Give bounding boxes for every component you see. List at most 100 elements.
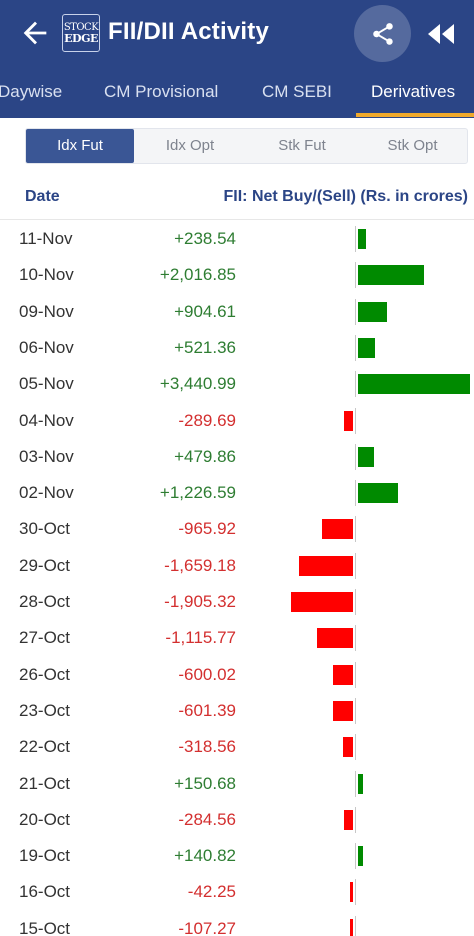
- row-date: 27-Oct: [19, 628, 71, 648]
- negative-bar: [343, 410, 353, 431]
- logo-line-2: EDGE: [64, 31, 98, 45]
- row-value: -289.69: [178, 410, 236, 430]
- bar-axis: [355, 879, 356, 906]
- table-row: 10-Nov +2,016.85: [0, 256, 474, 292]
- row-value: +3,440.99: [159, 374, 236, 394]
- row-value: +150.68: [174, 773, 236, 793]
- share-icon: [372, 22, 393, 45]
- table-row: 21-Oct +150.68: [0, 765, 474, 801]
- page-title: FII/DII Activity: [108, 18, 270, 45]
- negative-bar: [298, 555, 353, 576]
- table-row: 04-Nov -289.69: [0, 402, 474, 438]
- instrument-selector: Idx Fut Idx Opt Stk Fut Stk Opt: [25, 128, 468, 164]
- bar-axis: [355, 806, 356, 833]
- row-value: +479.86: [174, 446, 236, 466]
- row-date: 15-Oct: [19, 918, 71, 936]
- table-row: 23-Oct -601.39: [0, 692, 474, 728]
- bar-axis: [355, 298, 356, 325]
- row-date: 19-Oct: [19, 846, 71, 866]
- negative-bar: [343, 809, 353, 830]
- positive-bar: [358, 483, 398, 504]
- app-bar: STOCK EDGE FII/DII Activity Daywise CM P…: [0, 0, 474, 118]
- table-row: 02-Nov +1,226.59: [0, 474, 474, 510]
- positive-bar: [358, 446, 374, 467]
- row-date: 09-Nov: [19, 301, 74, 321]
- negative-bar: [333, 664, 353, 685]
- positive-bar: [358, 337, 375, 358]
- row-date: 23-Oct: [19, 700, 71, 720]
- row-value: -965.92: [178, 519, 236, 539]
- segment-stk-fut[interactable]: Stk Fut: [278, 137, 326, 154]
- bar-axis: [355, 661, 356, 688]
- bar-axis: [355, 843, 356, 870]
- table-row: 11-Nov +238.54: [0, 220, 474, 256]
- table-row: 15-Oct -107.27: [0, 910, 474, 936]
- column-header-fii: FII: Net Buy/(Sell) (Rs. in crores): [223, 188, 468, 205]
- row-date: 06-Nov: [19, 337, 74, 357]
- table-row: 20-Oct -284.56: [0, 801, 474, 837]
- row-date: 28-Oct: [19, 592, 71, 611]
- row-value: -284.56: [178, 809, 236, 829]
- row-value: -318.56: [178, 737, 236, 757]
- row-value: +904.61: [174, 301, 236, 321]
- tab-cm-sebi[interactable]: CM SEBI: [262, 82, 332, 101]
- row-value: +521.36: [174, 337, 236, 357]
- table-row: 28-Oct -1,905.32: [0, 583, 474, 619]
- segment-idx-fut[interactable]: Idx Fut: [26, 129, 134, 163]
- row-date: 21-Oct: [19, 773, 71, 793]
- tab-cm-provisional[interactable]: CM Provisional: [104, 82, 219, 101]
- bar-axis: [355, 334, 356, 361]
- tab-daywise[interactable]: Daywise: [0, 82, 63, 101]
- negative-bar: [342, 737, 353, 758]
- tab-derivatives[interactable]: Derivatives: [371, 82, 456, 101]
- bar-axis: [355, 407, 356, 434]
- bar-axis: [355, 262, 356, 289]
- table-row: 16-Oct -42.25: [0, 873, 474, 909]
- table-row: 26-Oct -600.02: [0, 656, 474, 692]
- table-row: 29-Oct -1,659.18: [0, 547, 474, 583]
- table-row: 06-Nov +521.36: [0, 329, 474, 365]
- bar-axis: [355, 915, 356, 936]
- arrow-left-icon[interactable]: [18, 16, 52, 50]
- row-date: 22-Oct: [19, 737, 71, 757]
- row-date: 05-Nov: [19, 374, 74, 394]
- positive-bar: [358, 301, 388, 322]
- share-button[interactable]: [354, 5, 411, 62]
- row-value: -600.02: [178, 664, 236, 684]
- row-date: 02-Nov: [19, 483, 74, 503]
- row-value: -1,905.32: [164, 592, 236, 611]
- bar-axis: [355, 226, 356, 252]
- table-row: 03-Nov +479.86: [0, 438, 474, 474]
- row-date: 30-Oct: [19, 519, 71, 539]
- row-value: +1,226.59: [159, 483, 236, 503]
- row-date: 11-Nov: [19, 229, 73, 248]
- rewind-icon[interactable]: [426, 22, 456, 46]
- positive-bar: [358, 265, 424, 286]
- row-value: +238.54: [174, 229, 236, 248]
- tab-bar: Daywise CM Provisional CM SEBI Derivativ…: [0, 66, 474, 118]
- negative-bar: [349, 918, 353, 936]
- row-value: +2,016.85: [159, 265, 236, 285]
- row-date: 29-Oct: [19, 555, 71, 575]
- bar-axis: [355, 589, 356, 615]
- segment-stk-opt[interactable]: Stk Opt: [387, 137, 438, 154]
- row-date: 03-Nov: [19, 446, 74, 466]
- row-value: +140.82: [174, 846, 236, 866]
- negative-bar: [350, 882, 353, 903]
- segment-idx-opt[interactable]: Idx Opt: [165, 137, 215, 154]
- row-value: -1,115.77: [165, 628, 236, 648]
- bar-axis: [355, 480, 356, 507]
- row-value: -42.25: [187, 882, 236, 902]
- table-row: 19-Oct +140.82: [0, 837, 474, 873]
- row-date: 26-Oct: [19, 664, 71, 684]
- tab-indicator: [356, 113, 474, 117]
- positive-bar: [358, 773, 363, 794]
- negative-bar: [321, 519, 353, 540]
- bar-axis: [355, 443, 356, 470]
- logo-line-1: STOCK: [63, 21, 99, 33]
- bar-axis: [355, 516, 356, 543]
- negative-bar: [316, 628, 353, 649]
- row-date: 10-Nov: [19, 265, 74, 285]
- positive-bar: [358, 374, 470, 395]
- row-date: 04-Nov: [19, 410, 74, 430]
